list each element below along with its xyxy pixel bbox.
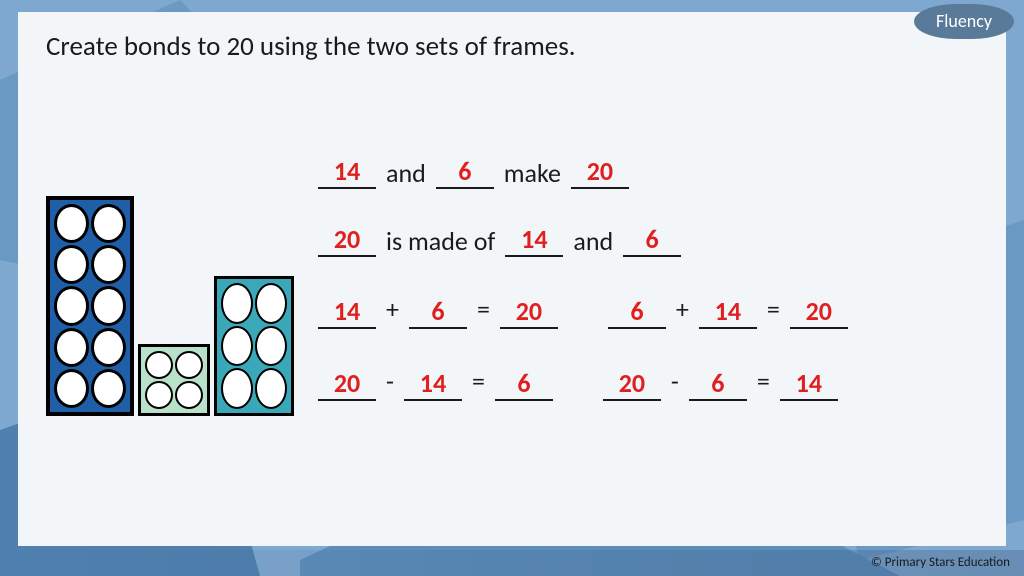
l4a-c: 6 (517, 367, 530, 399)
l3b-eq: = (763, 293, 784, 329)
l3b-op: + (672, 293, 693, 329)
fluency-badge: Fluency (914, 4, 1014, 39)
l3a-op: + (382, 293, 403, 329)
l3b-c: 20 (806, 295, 832, 327)
l1-w1: and (382, 157, 430, 189)
frames-column (46, 171, 296, 416)
l1-a: 14 (334, 155, 360, 187)
l4b-a: 20 (619, 367, 645, 399)
line-3a: 14 + 6 = 20 (318, 293, 558, 329)
l4b-c: 14 (796, 367, 822, 399)
instruction-text: Create bonds to 20 using the two sets of… (46, 30, 978, 63)
l1-w2: make (500, 157, 565, 189)
footer-copyright: © Primary Stars Education (871, 555, 1010, 570)
l2-w2: and (569, 225, 617, 257)
six-frame-teal (214, 276, 294, 416)
l1-b: 6 (458, 155, 471, 187)
line-3b: 6 + 14 = 20 (608, 293, 848, 329)
line-4b: 20 - 6 = 14 (603, 365, 838, 401)
l4a-eq: = (468, 365, 489, 401)
ten-frame-blue (46, 196, 134, 416)
l3a-a: 14 (334, 295, 360, 327)
content-card: Create bonds to 20 using the two sets of… (18, 12, 1006, 546)
l3b-a: 6 (630, 295, 643, 327)
l4a-a: 20 (334, 367, 360, 399)
line-1: 14 and 6 make 20 (318, 157, 978, 189)
four-frame-green (138, 344, 210, 416)
l1-c: 20 (587, 155, 613, 187)
l2-c: 6 (646, 223, 659, 255)
l4b-op: - (667, 365, 683, 401)
l3a-eq: = (473, 293, 494, 329)
l4a-b: 14 (420, 367, 446, 399)
l3a-c: 20 (516, 295, 542, 327)
l2-w1: is made of (382, 225, 499, 257)
equations-column: 14 and 6 make 20 20 is made of 14 and 6 … (318, 73, 978, 437)
l4b-b: 6 (711, 367, 724, 399)
line-2: 20 is made of 14 and 6 (318, 225, 978, 257)
l3a-b: 6 (431, 295, 444, 327)
l4a-op: - (382, 365, 398, 401)
l2-b: 14 (521, 223, 547, 255)
line-4a: 20 - 14 = 6 (318, 365, 553, 401)
l4b-eq: = (753, 365, 774, 401)
l2-a: 20 (334, 223, 360, 255)
l3b-b: 14 (715, 295, 741, 327)
